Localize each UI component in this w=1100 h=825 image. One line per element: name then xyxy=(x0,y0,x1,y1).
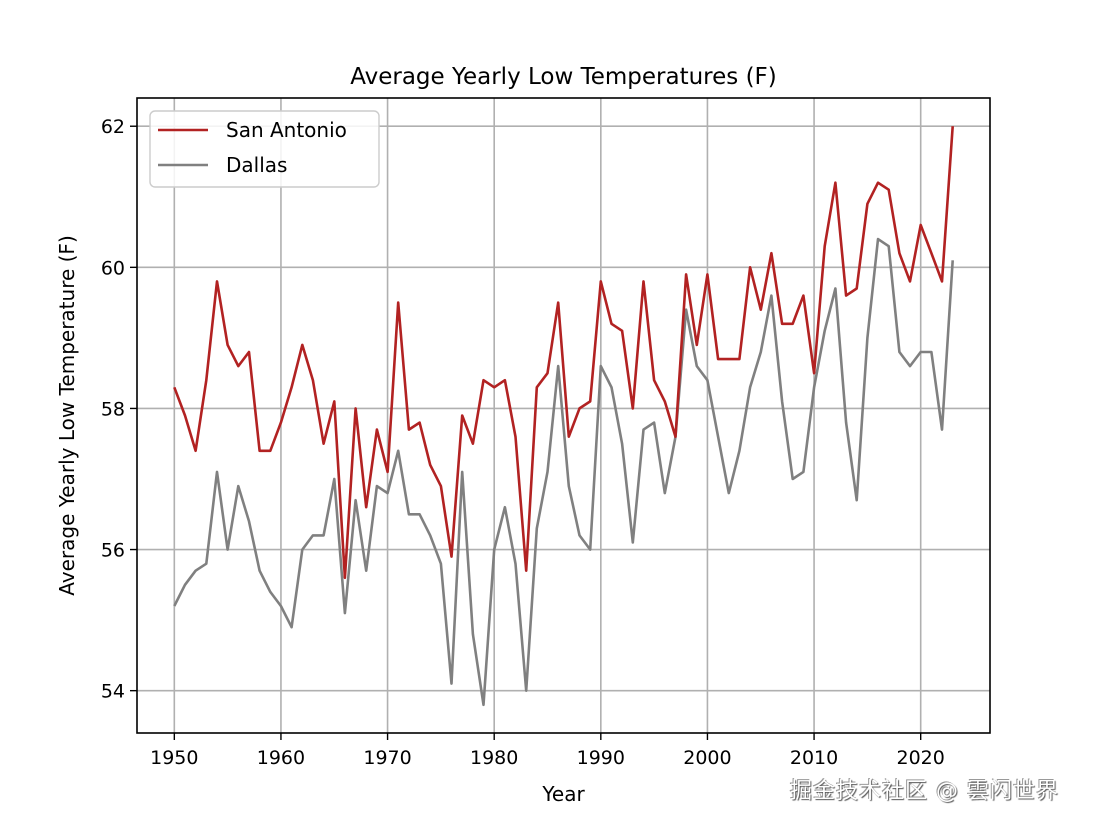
y-tick-label: 56 xyxy=(101,540,125,562)
series-line-dallas xyxy=(173,237,954,707)
x-tick-label: 1980 xyxy=(470,747,518,769)
series-group xyxy=(173,126,954,707)
watermark: 掘金技术社区 @ 雲闪世界 xyxy=(790,779,1059,804)
y-tick-label: 54 xyxy=(101,681,125,703)
legend-label-dallas: Dallas xyxy=(226,153,287,177)
x-tick-label: 1960 xyxy=(257,747,305,769)
x-tick-label: 1970 xyxy=(363,747,411,769)
grid-lines xyxy=(137,98,990,733)
chart-title: Average Yearly Low Temperatures (F) xyxy=(350,64,777,90)
x-tick-label: 1990 xyxy=(577,747,625,769)
y-tick-label: 62 xyxy=(101,116,125,138)
x-tick-label: 2020 xyxy=(897,747,945,769)
series-line-san-antonio xyxy=(173,126,954,580)
x-tick-label: 2010 xyxy=(790,747,838,769)
y-tick-label: 58 xyxy=(101,398,125,420)
legend-label-san-antonio: San Antonio xyxy=(226,118,347,142)
y-axis: 54 56 58 60 62 xyxy=(101,116,137,703)
x-axis: 1950 1960 1970 1980 1990 2000 2010 2020 xyxy=(150,733,945,769)
x-axis-label: Year xyxy=(541,782,585,806)
plot-frame xyxy=(136,97,991,734)
x-tick-label: 1950 xyxy=(150,747,198,769)
y-tick-label: 60 xyxy=(101,257,125,279)
legend: San Antonio Dallas xyxy=(149,110,380,188)
x-tick-label: 2000 xyxy=(683,747,731,769)
y-axis-label: Average Yearly Low Temperature (F) xyxy=(55,235,79,595)
